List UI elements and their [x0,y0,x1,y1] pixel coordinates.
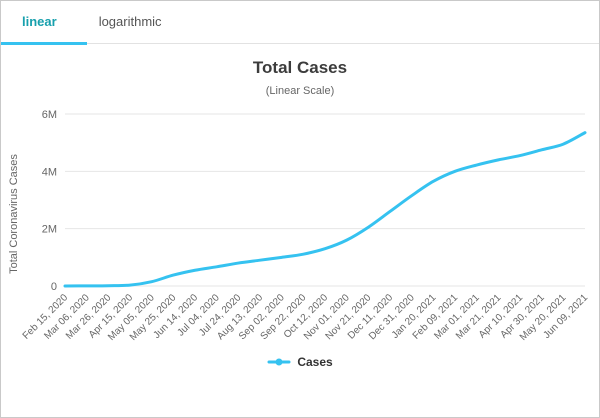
cases-line-series[interactable] [63,131,587,288]
y-tick-label: 4M [42,166,57,178]
active-tab-underline [1,42,87,45]
chart-subtitle: (Linear Scale) [265,85,335,97]
y-tick-label: 2M [42,224,57,236]
y-tick-label: 0 [51,281,57,293]
tab-logarithmic[interactable]: logarithmic [78,1,183,43]
scale-tabs: linear logarithmic [1,1,599,45]
tab-linear[interactable]: linear [1,1,78,43]
tab-logarithmic-label: logarithmic [98,14,162,29]
chart-title: Total Cases [252,58,348,77]
y-axis-title: Total Coronavirus Cases [8,154,20,274]
tab-linear-label: linear [22,14,57,29]
legend-item-cases[interactable]: Cases [1,355,599,369]
y-tick-label: 6M [42,109,57,121]
legend-label-cases: Cases [297,355,333,369]
legend-line-marker-icon [267,358,291,366]
